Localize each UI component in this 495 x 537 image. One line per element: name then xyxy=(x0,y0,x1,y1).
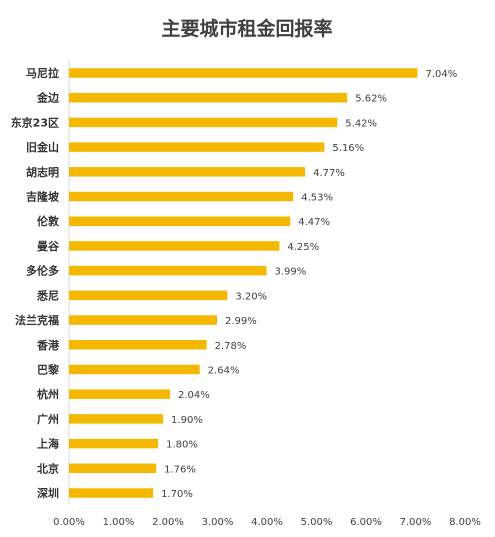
bar xyxy=(69,216,291,226)
category-label: 香港 xyxy=(36,338,60,352)
data-label: 1.80% xyxy=(166,440,198,451)
bar xyxy=(69,191,294,202)
bar xyxy=(69,488,154,498)
category-label: 法兰克福 xyxy=(15,313,59,327)
category-label: 曼谷 xyxy=(37,239,60,253)
x-tick-labels-group: 0.00% 1.00% 2.00% 3.00% 4.00% 5.00% 6.00% 7.00%… xyxy=(53,517,481,528)
x-tick-label: 6.00% xyxy=(350,517,382,528)
bar xyxy=(69,463,157,474)
category-label: 伦敦 xyxy=(37,214,60,228)
category-label: 悉尼 xyxy=(36,288,59,302)
category-label: 马尼拉 xyxy=(26,66,59,80)
category-label: 巴黎 xyxy=(37,362,60,376)
category-label: 广州 xyxy=(37,412,59,426)
bar xyxy=(69,414,164,424)
bar xyxy=(69,92,348,103)
data-label: 2.99% xyxy=(225,316,257,327)
bar xyxy=(69,389,170,399)
bar xyxy=(69,241,280,251)
bar xyxy=(69,364,200,375)
data-label: 5.62% xyxy=(355,94,387,105)
category-label: 吉隆坡 xyxy=(26,190,60,204)
category-label: 多伦多 xyxy=(26,264,59,278)
category-labels-group: 马尼拉金边东京23区旧金山胡志明吉隆坡伦敦曼谷多伦多悉尼法兰克福香港巴黎杭州广州… xyxy=(11,66,60,500)
bar xyxy=(69,315,218,325)
x-tick-label: 7.00% xyxy=(400,517,432,528)
x-tick-label: 2.00% xyxy=(152,517,184,528)
data-label: 3.99% xyxy=(275,267,307,278)
category-label: 北京 xyxy=(37,461,59,475)
data-label: 5.42% xyxy=(345,118,377,129)
data-label: 4.77% xyxy=(313,168,345,179)
bar xyxy=(69,438,159,449)
category-label: 杭州 xyxy=(37,387,59,401)
bar xyxy=(69,142,325,152)
category-label: 上海 xyxy=(37,437,59,451)
bar xyxy=(69,117,338,128)
x-tick-label: 1.00% xyxy=(103,517,135,528)
data-label: 4.53% xyxy=(301,193,333,204)
data-labels-group: 7.04% 5.62% 5.42% 5.16% 4.77% 4.53% 4.47% 4.25%… xyxy=(161,69,457,500)
x-tick-label: 3.00% xyxy=(202,517,234,528)
data-label: 3.20% xyxy=(235,291,267,302)
category-label: 东京23区 xyxy=(11,115,59,129)
x-tick-label: 4.00% xyxy=(251,517,283,528)
bars-group xyxy=(69,68,418,498)
chart-title: 主要城市租金回报率 xyxy=(161,17,332,40)
data-label: 7.04% xyxy=(425,69,457,80)
data-label: 4.47% xyxy=(298,217,330,228)
x-tick-label: 0.00% xyxy=(53,517,85,528)
data-label: 1.90% xyxy=(171,415,203,426)
category-label: 旧金山 xyxy=(26,140,59,154)
data-label: 2.78% xyxy=(215,341,247,352)
bar xyxy=(69,167,306,177)
category-label: 胡志明 xyxy=(26,165,59,179)
category-label: 深圳 xyxy=(37,486,59,500)
bar xyxy=(69,68,418,78)
data-label: 2.04% xyxy=(178,390,210,401)
bar xyxy=(69,290,228,301)
category-label: 金边 xyxy=(36,91,60,105)
data-label: 2.64% xyxy=(208,365,240,376)
data-label: 4.25% xyxy=(287,242,319,253)
bar xyxy=(69,265,267,276)
data-label: 1.76% xyxy=(164,464,196,475)
data-label: 1.70% xyxy=(161,489,193,500)
x-tick-label: 5.00% xyxy=(301,517,333,528)
bar xyxy=(69,340,207,350)
x-tick-label: 8.00% xyxy=(449,517,481,528)
data-label: 5.16% xyxy=(332,143,364,154)
